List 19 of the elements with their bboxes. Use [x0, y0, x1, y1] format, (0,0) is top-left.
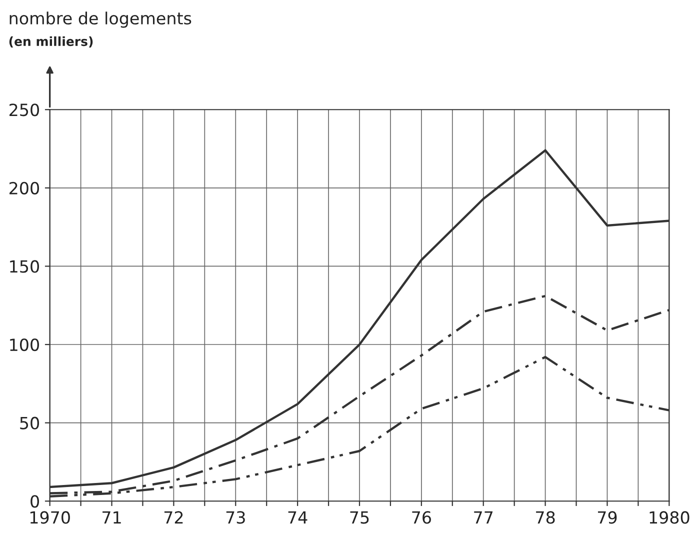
x-tick-label: 72: [164, 511, 183, 524]
y-tick-label: 50: [20, 416, 39, 430]
x-tick-label: 78: [536, 511, 555, 524]
y-tick-label: 200: [10, 182, 39, 194]
x-tick-label: 1970: [30, 511, 70, 524]
text: (en milliers): [9, 36, 93, 48]
x-tick-label: 73: [226, 511, 245, 524]
x-tick-label: 77: [474, 511, 493, 524]
x-tick-label: 76: [412, 511, 431, 524]
y-tick-label: 0: [30, 495, 39, 508]
y-axis-title: nombre de logements: [10, 12, 192, 28]
x-tick-label: 74: [288, 511, 308, 524]
y-tick-label: 250: [10, 104, 39, 116]
y-tick-label: 150: [10, 260, 39, 273]
x-tick-label: 1980: [650, 511, 690, 524]
y-tick-label: 100: [10, 338, 39, 352]
x-tick-label: 71: [102, 511, 121, 524]
x-tick-label: 75: [350, 511, 369, 524]
x-tick-label: 79: [598, 511, 617, 524]
